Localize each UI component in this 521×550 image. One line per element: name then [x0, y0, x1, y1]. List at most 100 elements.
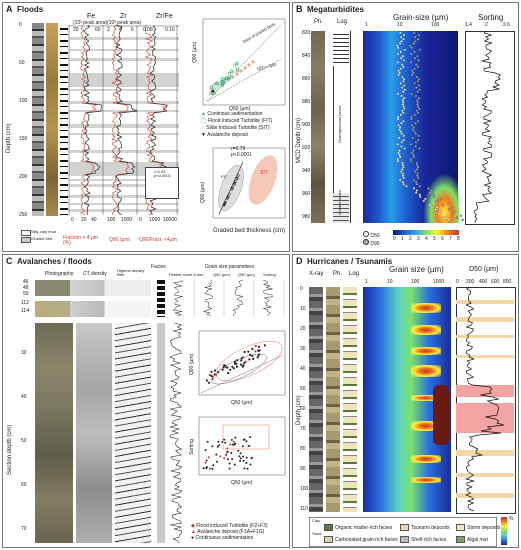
panel-a-scatter1-line2	[206, 58, 282, 102]
panel-b-d50-pt-84	[434, 208, 437, 211]
panel-a-band-2	[69, 49, 179, 51]
panel-a-scatter1-pt-8	[227, 76, 231, 81]
panel-c-scatter2-pt-38	[251, 456, 253, 459]
panel-b-d50-pt-58	[398, 153, 401, 157]
panel-b-d90-pt-86	[450, 212, 454, 215]
panel-a-zr-curve	[114, 24, 138, 216]
panel-b-d90-pt-64	[416, 166, 420, 169]
panel-a-band-0	[69, 25, 179, 27]
panel-b-d90-pt-76	[428, 191, 432, 194]
panel-a-bottom-tick-q90-0: 100	[107, 217, 116, 223]
panel-b-d90-pt-6	[408, 44, 412, 47]
panel-b-d50-pt-48	[400, 132, 403, 136]
panel-d-gs-tick-2: 10	[387, 279, 393, 285]
panel-c-scatter2-pt-34	[238, 455, 241, 458]
panel-b-d50-pt-9	[399, 50, 402, 54]
panel-c-sub-pebble: Pebble count 6 mm	[169, 272, 204, 277]
panel-c-top-tick-2: 48	[23, 285, 29, 291]
panel-b-d90-pt-31	[417, 96, 421, 100]
panel-c-scatter1-pt-28	[231, 365, 234, 368]
panel-a-fe-curve	[83, 24, 103, 216]
panel-b-d50-pt-11	[401, 54, 405, 58]
panel-a-log	[60, 23, 68, 216]
panel-a-zr-tick-3: 6	[131, 27, 134, 33]
panel-c-sub-q90: Q90 (µm)	[238, 272, 255, 277]
panel-b-d50-pt-76	[414, 191, 418, 194]
panel-a-scatter1-pt-18	[223, 78, 228, 83]
panel-c-inner2-ylabel: Sorting	[189, 439, 195, 455]
panel-c-scatter1-pt-37	[247, 350, 250, 353]
panel-d-title: Hurricanes / Tsunamis	[307, 257, 393, 266]
panel-d-legend-shell: Shell-rich facies	[411, 536, 447, 543]
panel-d-band-0	[456, 300, 514, 304]
panel-b-d90-pt-56	[411, 149, 415, 152]
panel-c-scatter1-pt-18	[205, 379, 208, 382]
panel-c-top-tick-5: 114	[21, 308, 29, 314]
panel-d-depth-tick-11: 110	[300, 506, 308, 512]
panel-b-sort-tick-1: 1.4	[465, 22, 472, 28]
panel-a-scatter1-ylabel: Q90 (µm)	[192, 41, 198, 63]
panel-a-scatter2-xlabel: Graded bed thickness (cm)	[213, 228, 286, 234]
panel-b-d50-pt-14	[396, 61, 400, 64]
panel-b-d50-pt-2	[399, 35, 403, 39]
panel-c-scatter1-pt-11	[251, 347, 254, 351]
panel-c-title: Avalanches / floods	[17, 257, 92, 266]
panel-b-d90-pt-57	[410, 151, 414, 154]
panel-c-depth-tick-0: 30	[21, 350, 27, 356]
panel-b-d90-pt-10	[409, 52, 413, 56]
panel-c-scatter1-pt-36	[257, 349, 260, 352]
panel-a-zr-unit: (10³ peak area)	[107, 20, 142, 26]
panel-c-main-facies	[157, 323, 165, 543]
panel-d-legend-carb: Carbonated grain-rich facies	[335, 536, 398, 543]
panel-c-top-facies	[157, 280, 165, 317]
panel-b-d90-pt-69	[416, 176, 420, 180]
panel-b-d50-pt-88	[442, 216, 446, 220]
panel-b-d90-pt-36	[418, 107, 421, 110]
panel-b-d50-pt-5	[398, 42, 402, 45]
panel-c-scatter2-pt-59	[233, 463, 236, 466]
panel-b-d90-pt-33	[416, 101, 419, 104]
panel-b-depth-tick-8: 980	[302, 214, 311, 220]
panel-d-hotspot-7	[411, 477, 441, 483]
panel-b-col-gs: Grain-size (µm)	[393, 13, 449, 22]
panel-c-scatter1-pt-31	[210, 374, 213, 378]
panel-b-d50-pt-56	[398, 149, 401, 152]
panel-a-band-7	[69, 110, 179, 112]
panel-d-hotspot-0	[411, 303, 441, 313]
panel-b-d50-pt-3	[402, 38, 405, 41]
panel-b-d50-pt-71	[401, 180, 404, 184]
panel-d-depth-tick-4: 40	[300, 366, 306, 372]
panel-b-colorbar-tick-3: 3	[417, 236, 420, 242]
panel-b-d50-pt-46	[398, 128, 401, 131]
panel-b-d90-pt-81	[447, 201, 450, 205]
panel-a-scatter1-pt-15	[227, 75, 231, 80]
panel-b-log-top	[333, 31, 349, 66]
panel-a-bottom-tick-frac-0: 0	[71, 217, 74, 223]
panel-a-scatter1-sit-4	[247, 63, 251, 67]
panel-b-d90-pt-80	[435, 199, 439, 203]
panel-a-q90-curve	[111, 24, 130, 216]
panel-b-d50-pt-78	[418, 195, 422, 199]
panel-d-depth-tick-6: 60	[300, 406, 306, 412]
panel-b-d50-pt-37	[401, 109, 404, 112]
panel-b-d90-pt-66	[413, 170, 417, 173]
panel-d-depth-tick-10: 100	[300, 486, 309, 492]
panel-c-scatter1-pt-29	[256, 355, 259, 358]
panel-c-scatter2-pt-11	[211, 445, 214, 448]
panel-b-d50-pt-33	[401, 101, 405, 104]
panel-c-scatter1-pt-39	[243, 350, 246, 354]
panel-c-main-line	[169, 322, 183, 544]
panel-c-scatter1-pt-9	[232, 367, 235, 370]
panel-b-d90-pt-52	[414, 140, 418, 144]
panel-b-d50-pt-29	[396, 92, 400, 96]
panel-b-d90-pt-58	[411, 153, 415, 157]
panel-a-scatter1-pt-5	[215, 81, 220, 85]
panel-b-d90-pt-46	[411, 128, 415, 131]
panel-a-scatter2-pt-14	[232, 183, 236, 186]
panel-d-depth-tick-7: 70	[300, 426, 306, 432]
panel-b-d90-pt-26	[415, 86, 418, 89]
panel-b-d50-pt-39	[399, 113, 403, 117]
panel-c-top-strip-a	[35, 280, 151, 296]
panel-d-col-ph: Ph.	[333, 271, 343, 277]
panel-d-col-log: Log	[349, 271, 360, 277]
